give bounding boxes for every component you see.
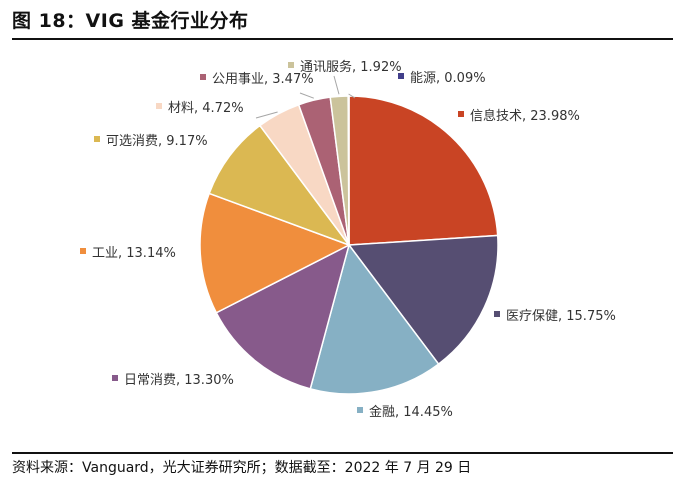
label-marker-通讯服务 [288, 62, 294, 68]
pie-slice-医疗保健 [347, 234, 499, 366]
slice-label-能源: 能源, 0.09% [410, 71, 486, 86]
title-divider [12, 38, 673, 40]
label-marker-材料 [156, 103, 162, 109]
slice-label-医疗保健: 医疗保健, 15.75% [506, 309, 616, 324]
label-marker-能源 [398, 73, 404, 79]
leader-line-能源 [348, 93, 356, 99]
source-divider [12, 452, 673, 454]
slice-labels: 信息技术, 23.98% 医疗保健, 15.75% 金融, 14.45% 日常消费, … [80, 59, 616, 420]
slice-label-可选消费: 可选消费, 9.17% [106, 134, 208, 149]
label-marker-工业 [80, 248, 86, 254]
leader-line-通讯服务 [333, 75, 340, 95]
slice-label-材料: 材料, 4.72% [168, 101, 244, 116]
source-note: 资料来源：Vanguard，光大证券研究所；数据截至：2022 年 7 月 29… [12, 460, 472, 476]
page-title: 图 18：VIG 基金行业分布 [12, 10, 249, 32]
pie-slice-日常消费 [215, 243, 351, 390]
slice-label-公用事业: 公用事业, 3.47% [212, 72, 314, 87]
slice-label-信息技术: 信息技术, 23.98% [470, 108, 580, 124]
label-marker-医疗保健 [494, 311, 500, 317]
pie-chart: 信息技术, 23.98% 医疗保健, 15.75% 金融, 14.45% 日常消费, … [80, 59, 616, 420]
label-marker-信息技术 [458, 111, 464, 117]
leader-lines [255, 75, 356, 119]
slice-label-通讯服务: 通讯服务, 1.92% [300, 59, 402, 75]
pie-slice-工业 [199, 192, 351, 314]
slice-label-工业: 工业, 13.14% [92, 246, 176, 261]
slice-label-日常消费: 日常消费, 13.30% [124, 373, 234, 388]
pie-slice-可选消费 [208, 124, 352, 247]
slice-label-金融: 金融, 14.45% [369, 404, 453, 420]
label-marker-日常消费 [112, 375, 118, 381]
label-marker-公用事业 [200, 74, 206, 80]
pie-slice-信息技术 [348, 95, 499, 246]
leader-line-公用事业 [299, 92, 314, 99]
pie-slices [199, 95, 499, 395]
leader-line-材料 [255, 111, 278, 119]
pie-slice-能源 [347, 95, 350, 246]
pie-slice-金融 [309, 243, 440, 395]
label-marker-金融 [357, 407, 363, 413]
label-marker-可选消费 [94, 136, 100, 142]
